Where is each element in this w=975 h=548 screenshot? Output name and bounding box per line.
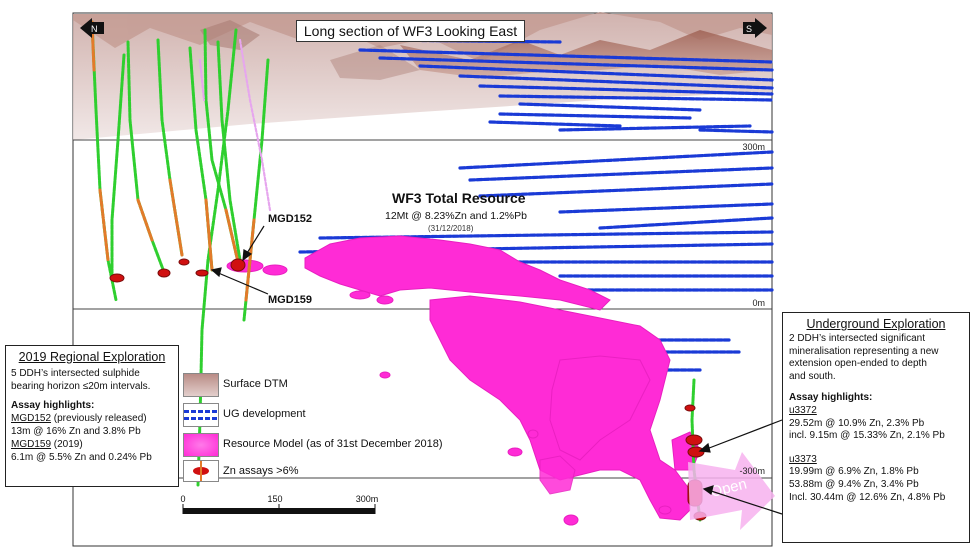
- legend-item-resource: Resource Model (as of 31st December 2018…: [181, 430, 461, 458]
- legend-swatch-zn: [183, 460, 219, 482]
- underground-exploration-box: Underground Exploration 2 DDH’s intersec…: [782, 312, 970, 543]
- legend-label-dtm: Surface DTM: [223, 378, 288, 390]
- south-arrow: [743, 18, 767, 38]
- regional-exploration-box: 2019 Regional Exploration 5 DDH’s inters…: [5, 345, 179, 487]
- underground-title: Underground Exploration: [806, 317, 946, 331]
- open-arrow: [688, 452, 775, 530]
- callout-lines: [210, 225, 783, 515]
- legend-item-dtm: Surface DTM: [181, 370, 461, 398]
- north-label: N: [91, 24, 98, 34]
- underground-desc-line1: 2 DDH’s intersected significant: [789, 333, 925, 344]
- resource-date: (31/12/2018): [428, 224, 474, 233]
- legend-swatch-dtm: [183, 373, 219, 397]
- underground-u3372-name: u3372: [789, 404, 817, 416]
- underground-u3372-line2: incl. 9.15m @ 15.33% Zn, 2.1% Pb: [789, 430, 945, 442]
- regional-title: 2019 Regional Exploration: [18, 350, 166, 364]
- underground-desc-line4: and south.: [789, 370, 836, 382]
- legend-label-resource: Resource Model (as of 31st December 2018…: [223, 438, 443, 450]
- regional-hole2-name: MGD159: [11, 439, 52, 450]
- underground-u3373-line2: 53.88m @ 9.4% Zn, 3.4% Pb: [789, 478, 919, 490]
- scale-tick-0: 0: [180, 494, 185, 504]
- resource-subtitle: 12Mt @ 8.23%Zn and 1.2%Pb: [385, 210, 527, 222]
- regional-hole1-note: (previously released): [51, 413, 147, 424]
- depth-label-minus300: -300m: [739, 466, 765, 476]
- regional-hole1-name: MGD152: [11, 413, 52, 424]
- regional-desc-line1: 5 DDH’s intersected sulphide: [11, 368, 140, 379]
- regional-hole1: MGD152 (previously released): [11, 412, 173, 425]
- resource-model: [226, 235, 701, 526]
- underground-u3372-line1: 29.52m @ 10.9% Zn, 2.3% Pb: [789, 417, 925, 429]
- legend-item-ug: UG development: [181, 400, 461, 428]
- regional-hole2-note: (2019): [51, 439, 83, 450]
- section-title: Long section of WF3 Looking East: [303, 23, 518, 39]
- legend-swatch-resource: [183, 433, 219, 457]
- resource-title: WF3 Total Resource: [392, 190, 526, 206]
- legend-swatch-ug: [183, 403, 219, 427]
- scale-tick-150: 150: [267, 494, 282, 504]
- underground-desc-line2: mineralisation representing a new: [789, 345, 939, 357]
- legend-label-zn: Zn assays >6%: [223, 465, 299, 477]
- regional-assay-title: Assay highlights:: [11, 400, 95, 411]
- depth-label-0: 0m: [752, 298, 765, 308]
- north-arrow: [80, 18, 104, 38]
- south-label: S: [746, 24, 752, 34]
- scale-bar: [182, 504, 376, 514]
- hole-label-mgd159: MGD159: [268, 294, 313, 306]
- underground-u3373-line1: 19.99m @ 6.9% Zn, 1.8% Pb: [789, 466, 919, 478]
- scale-tick-300: 300m: [356, 494, 379, 504]
- legend: Surface DTM UG development Resource Mode…: [181, 370, 461, 482]
- underground-assay-title: Assay highlights:: [789, 392, 873, 404]
- regional-hole2: MGD159 (2019): [11, 438, 173, 451]
- regional-hole1-result: 13m @ 16% Zn and 3.8% Pb: [11, 426, 141, 437]
- underground-u3373-name: u3373: [789, 453, 817, 465]
- underground-u3373-line3: Incl. 30.44m @ 12.6% Zn, 4.8% Pb: [789, 491, 946, 503]
- depth-label-300: 300m: [742, 142, 765, 152]
- regional-hole2-result: 6.1m @ 5.5% Zn and 0.24% Pb: [11, 452, 152, 463]
- underground-desc-line3: extension open-ended to depth: [789, 358, 927, 370]
- section-title-box: Long section of WF3 Looking East: [296, 20, 525, 42]
- legend-item-zn: Zn assays >6%: [181, 460, 461, 482]
- hole-label-mgd152: MGD152: [268, 213, 313, 225]
- legend-label-ug: UG development: [223, 408, 306, 420]
- regional-desc-line2: bearing horizon ≤20m intervals.: [11, 381, 151, 392]
